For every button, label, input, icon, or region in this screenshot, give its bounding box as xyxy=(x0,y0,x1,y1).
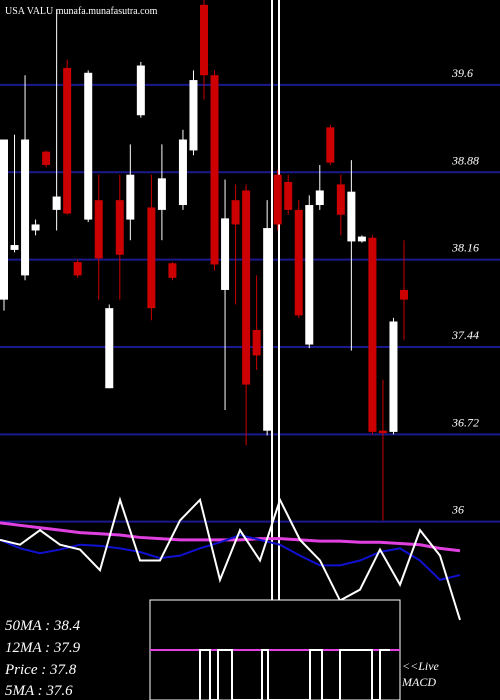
candle-body xyxy=(368,237,377,432)
candle-body xyxy=(326,127,335,163)
candle-body xyxy=(42,151,51,165)
y-tick-label: 37.44 xyxy=(451,328,479,342)
candle-body xyxy=(389,321,398,432)
indicator-line xyxy=(0,521,461,553)
indicator-line xyxy=(0,496,461,621)
candle-body xyxy=(63,67,72,214)
indicator-line xyxy=(0,533,461,581)
candle-body xyxy=(252,329,261,356)
candle-body xyxy=(336,184,345,215)
candle-body xyxy=(21,139,30,276)
candle-body xyxy=(221,218,230,290)
candle-body xyxy=(136,65,145,116)
ma-label: Price : 37.8 xyxy=(4,662,77,678)
candle-body xyxy=(242,190,251,385)
candle-body xyxy=(115,200,124,255)
candle-body xyxy=(94,200,103,259)
candle-body xyxy=(305,205,314,345)
candle-body xyxy=(294,209,303,316)
candle-body xyxy=(157,178,166,210)
ma-label: 50MA : 38.4 xyxy=(5,618,81,634)
candles xyxy=(0,0,408,521)
candle-body xyxy=(105,308,114,389)
candle-body xyxy=(189,80,198,151)
candle-body xyxy=(200,4,208,76)
candle-body xyxy=(347,191,356,242)
candle-body xyxy=(263,228,272,431)
candle-body xyxy=(10,245,19,250)
y-tick-label: 36 xyxy=(451,503,464,517)
candle-body xyxy=(231,200,240,225)
y-tick-label: 39.6 xyxy=(451,66,473,80)
chart-title: USA VALU munafa.munafasutra.com xyxy=(5,6,158,17)
ma-label: 5MA : 37.6 xyxy=(5,683,73,699)
indicator-lines xyxy=(0,496,461,621)
candle-body xyxy=(273,174,282,225)
candle-body xyxy=(31,224,40,231)
candle-body xyxy=(400,289,408,300)
candle-body xyxy=(52,196,61,210)
candle-body xyxy=(168,263,177,278)
y-tick-label: 38.88 xyxy=(451,153,479,167)
macd-steps xyxy=(199,649,390,700)
candle-body xyxy=(73,262,82,276)
candle-body xyxy=(315,190,324,206)
candle-body xyxy=(284,181,293,210)
candle-body xyxy=(210,75,219,265)
y-tick-label: 36.72 xyxy=(451,415,479,429)
y-tick-label: 38.16 xyxy=(451,241,479,255)
candle-body xyxy=(126,174,135,220)
candle-body xyxy=(378,430,387,434)
candle-body xyxy=(178,139,187,206)
candle-body xyxy=(84,72,93,220)
candle-body xyxy=(357,236,366,242)
macd-label: <<Live xyxy=(402,659,440,673)
grid: 39.6 38.88 38.16 37.44 36.72 36 xyxy=(0,66,500,523)
macd-label: MACD xyxy=(401,675,436,689)
ma-label: 12MA : 37.9 xyxy=(5,640,81,656)
candle-body xyxy=(147,207,156,309)
candle-body xyxy=(0,139,8,300)
